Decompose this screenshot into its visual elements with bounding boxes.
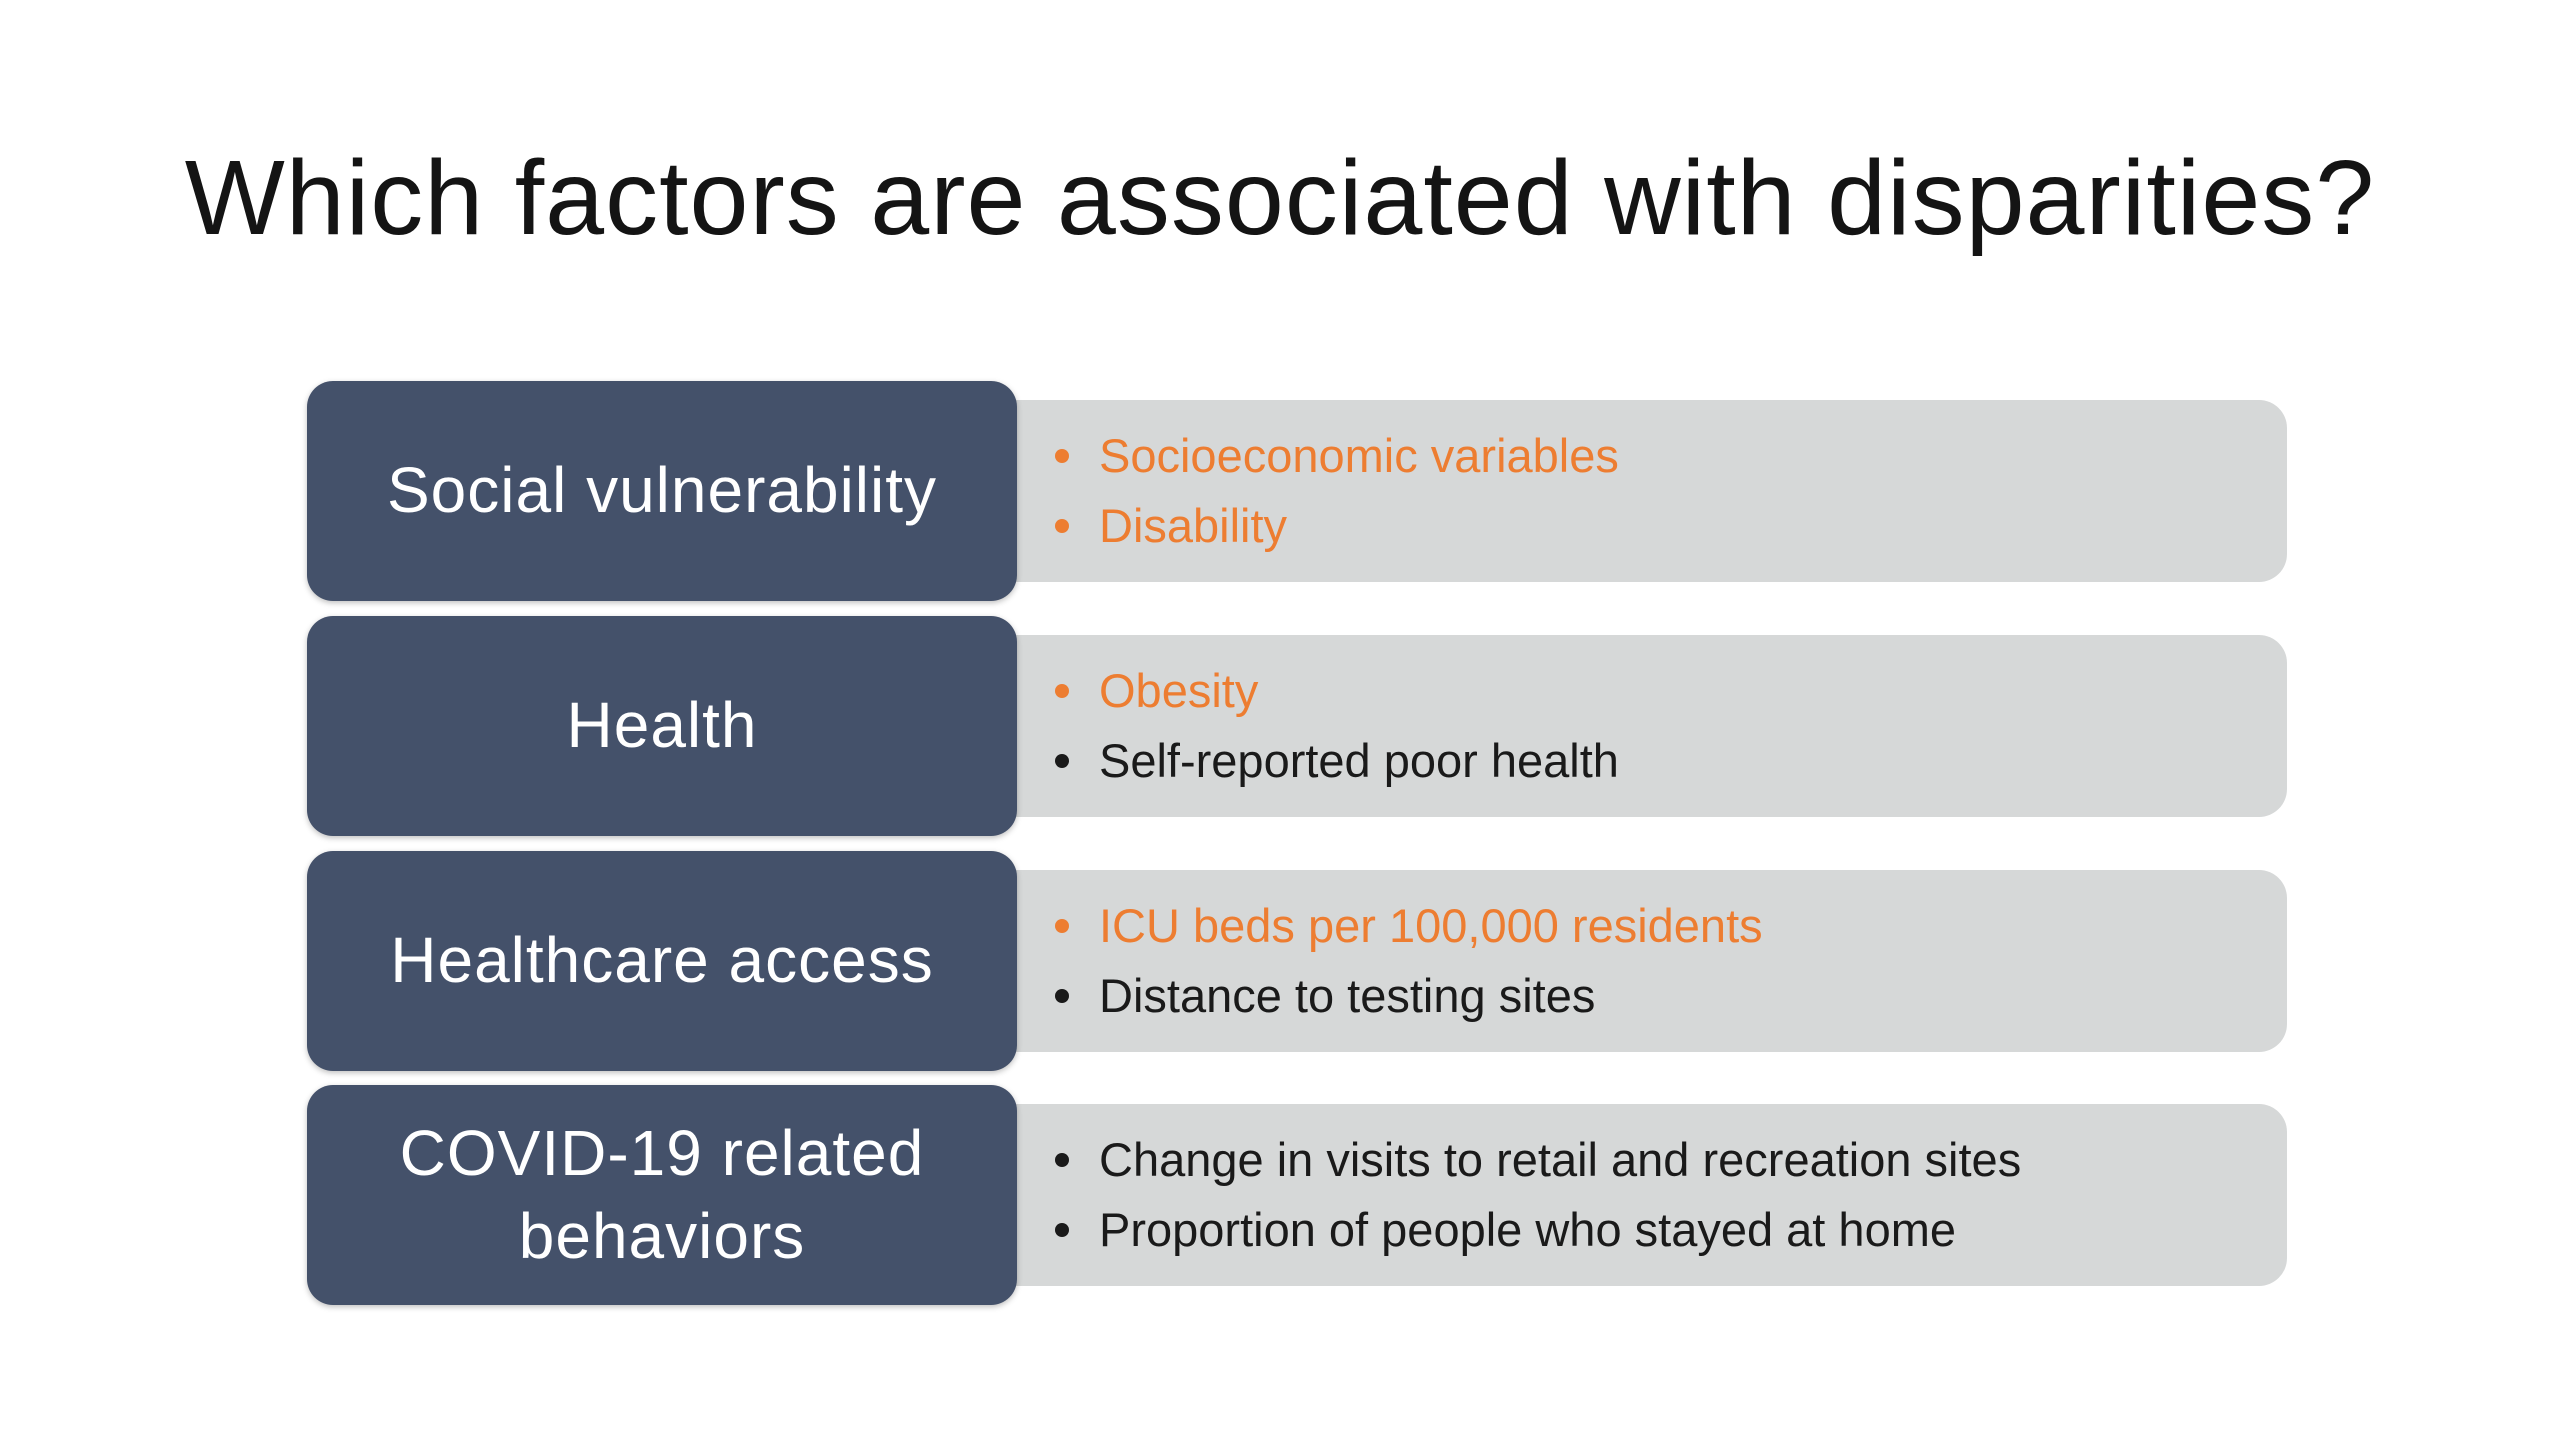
bullet-dot-icon xyxy=(1055,519,1069,533)
bullet-item: Self-reported poor health xyxy=(1055,726,1619,796)
bullet-text: Proportion of people who stayed at home xyxy=(1099,1203,1956,1256)
bullet-text: Distance to testing sites xyxy=(1099,969,1596,1022)
bullet-dot-icon xyxy=(1055,919,1069,933)
bullet-text: Self-reported poor health xyxy=(1099,734,1619,787)
bullet-text: Socioeconomic variables xyxy=(1099,429,1619,482)
bullet-dot-icon xyxy=(1055,989,1069,1003)
bullet-list: ICU beds per 100,000 residents Distance … xyxy=(1055,870,1763,1052)
bullet-item: Distance to testing sites xyxy=(1055,961,1763,1031)
category-label: Health xyxy=(566,689,758,762)
bullet-dot-icon xyxy=(1055,449,1069,463)
factor-row-healthcare-access: Healthcare access ICU beds per 100,000 r… xyxy=(307,851,2287,1071)
detail-box xyxy=(1007,870,2287,1052)
factor-row-health: Health Obesity Self-reported poor health xyxy=(307,616,2287,836)
factor-row-covid-behaviors: COVID-19 related behaviors Change in vis… xyxy=(307,1085,2287,1305)
bullet-dot-icon xyxy=(1055,684,1069,698)
category-box: Health xyxy=(307,616,1017,836)
bullet-text: ICU beds per 100,000 residents xyxy=(1099,899,1763,952)
bullet-list: Obesity Self-reported poor health xyxy=(1055,635,1619,817)
bullet-text: Change in visits to retail and recreatio… xyxy=(1099,1133,2022,1186)
bullet-item: Proportion of people who stayed at home xyxy=(1055,1195,2021,1265)
bullet-item: Change in visits to retail and recreatio… xyxy=(1055,1125,2021,1195)
factor-row-social-vulnerability: Social vulnerability Socioeconomic varia… xyxy=(307,381,2287,601)
bullet-text: Obesity xyxy=(1099,664,1259,717)
category-label: Healthcare access xyxy=(390,924,934,997)
bullet-list: Socioeconomic variables Disability xyxy=(1055,400,1619,582)
bullet-text: Disability xyxy=(1099,499,1288,552)
category-box: Healthcare access xyxy=(307,851,1017,1071)
detail-box xyxy=(1007,400,2287,582)
bullet-item: Obesity xyxy=(1055,656,1619,726)
detail-box xyxy=(1007,1104,2287,1286)
bullet-dot-icon xyxy=(1055,1153,1069,1167)
bullet-dot-icon xyxy=(1055,1223,1069,1237)
category-label: Social vulnerability xyxy=(386,454,938,527)
bullet-item: Socioeconomic variables xyxy=(1055,421,1619,491)
category-box: Social vulnerability xyxy=(307,381,1017,601)
category-box: COVID-19 related behaviors xyxy=(307,1085,1017,1305)
bullet-list: Change in visits to retail and recreatio… xyxy=(1055,1104,2021,1286)
bullet-dot-icon xyxy=(1055,754,1069,768)
slide-title: Which factors are associated with dispar… xyxy=(184,139,2376,257)
detail-box xyxy=(1007,635,2287,817)
bullet-item: ICU beds per 100,000 residents xyxy=(1055,891,1763,961)
category-label: COVID-19 related behaviors xyxy=(399,1116,925,1272)
bullet-item: Disability xyxy=(1055,491,1619,561)
